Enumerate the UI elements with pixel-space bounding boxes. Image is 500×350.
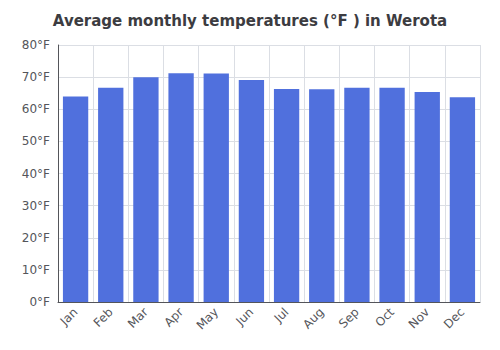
svg-text:30°F: 30°F <box>22 199 50 213</box>
svg-text:May: May <box>194 305 221 332</box>
svg-text:Jun: Jun <box>233 305 257 329</box>
svg-text:60°F: 60°F <box>22 102 50 116</box>
svg-text:Feb: Feb <box>91 305 116 330</box>
svg-text:Jul: Jul <box>271 305 292 326</box>
svg-text:Jan: Jan <box>57 305 81 329</box>
svg-text:Aug: Aug <box>300 305 326 331</box>
svg-text:Mar: Mar <box>125 305 151 331</box>
svg-text:Sep: Sep <box>336 305 362 331</box>
svg-text:Nov: Nov <box>406 305 432 331</box>
svg-text:20°F: 20°F <box>22 231 50 245</box>
svg-text:Dec: Dec <box>441 305 467 331</box>
svg-text:80°F: 80°F <box>22 38 50 52</box>
svg-text:10°F: 10°F <box>22 263 50 277</box>
svg-text:0°F: 0°F <box>29 295 50 309</box>
svg-text:50°F: 50°F <box>22 134 50 148</box>
svg-text:40°F: 40°F <box>22 167 50 181</box>
svg-text:70°F: 70°F <box>22 70 50 84</box>
svg-text:Average monthly temperatures (: Average monthly temperatures (°F ) in We… <box>53 12 447 30</box>
svg-text:Apr: Apr <box>161 305 186 330</box>
svg-text:Oct: Oct <box>372 305 397 330</box>
